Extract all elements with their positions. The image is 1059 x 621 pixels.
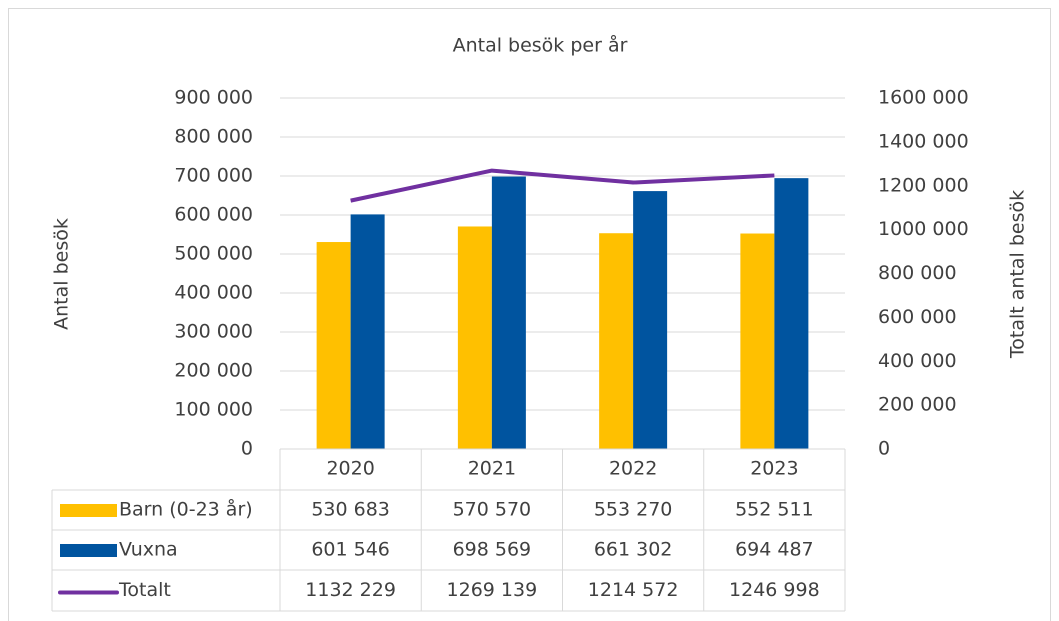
legend-key <box>60 544 117 557</box>
bar <box>599 233 634 449</box>
table-value: 1214 572 <box>588 579 679 601</box>
legend-key <box>60 504 117 517</box>
table-value: 601 546 <box>311 539 390 561</box>
y2-tick-label: 200 000 <box>878 394 957 416</box>
table-value: 1269 139 <box>447 579 538 601</box>
y-tick-label: 700 000 <box>174 165 253 187</box>
table-value: 1246 998 <box>729 579 820 601</box>
y-tick-label: 900 000 <box>174 87 253 109</box>
y-tick-label: 600 000 <box>174 204 253 226</box>
y2-tick-label: 0 <box>878 438 890 460</box>
bar <box>774 178 809 449</box>
table-value: 694 487 <box>735 539 814 561</box>
y-axis-label: Antal besök <box>51 218 73 330</box>
x-tick-label: 2021 <box>468 458 516 480</box>
y-tick-label: 200 000 <box>174 360 253 382</box>
x-tick-label: 2022 <box>609 458 657 480</box>
x-tick-label: 2020 <box>326 458 374 480</box>
x-tick-label: 2023 <box>750 458 798 480</box>
bar <box>740 233 775 449</box>
chart-title: Antal besök per år <box>453 34 628 57</box>
y2-axis-label: Totalt antal besök <box>1007 190 1029 359</box>
chart-border <box>8 8 1051 621</box>
table-value: 553 270 <box>594 499 673 521</box>
table-value: 530 683 <box>311 499 390 521</box>
y-tick-label: 300 000 <box>174 321 253 343</box>
legend-label: Totalt <box>118 579 171 601</box>
legend-label: Vuxna <box>119 539 178 561</box>
table-value: 570 570 <box>453 499 532 521</box>
y-tick-label: 500 000 <box>174 243 253 265</box>
y2-tick-label: 1000 000 <box>878 218 969 240</box>
bar <box>633 191 668 449</box>
table-value: 661 302 <box>594 539 673 561</box>
y2-tick-label: 1400 000 <box>878 130 969 152</box>
y-tick-label: 400 000 <box>174 282 253 304</box>
bar <box>491 176 526 449</box>
y2-tick-label: 600 000 <box>878 306 957 328</box>
legend-label: Barn (0-23 år) <box>119 498 253 521</box>
y-tick-label: 800 000 <box>174 126 253 148</box>
bar <box>316 242 351 449</box>
table-value: 1132 229 <box>305 579 396 601</box>
y2-tick-label: 1600 000 <box>878 87 969 109</box>
y2-tick-label: 400 000 <box>878 350 957 372</box>
table-value: 552 511 <box>735 499 814 521</box>
y-tick-label: 0 <box>241 438 253 460</box>
y-tick-label: 100 000 <box>174 399 253 421</box>
y2-tick-label: 1200 000 <box>878 174 969 196</box>
y2-tick-label: 800 000 <box>878 262 957 284</box>
line-series <box>350 168 775 203</box>
bar <box>457 226 492 449</box>
bar <box>350 214 385 449</box>
table-value: 698 569 <box>453 539 532 561</box>
